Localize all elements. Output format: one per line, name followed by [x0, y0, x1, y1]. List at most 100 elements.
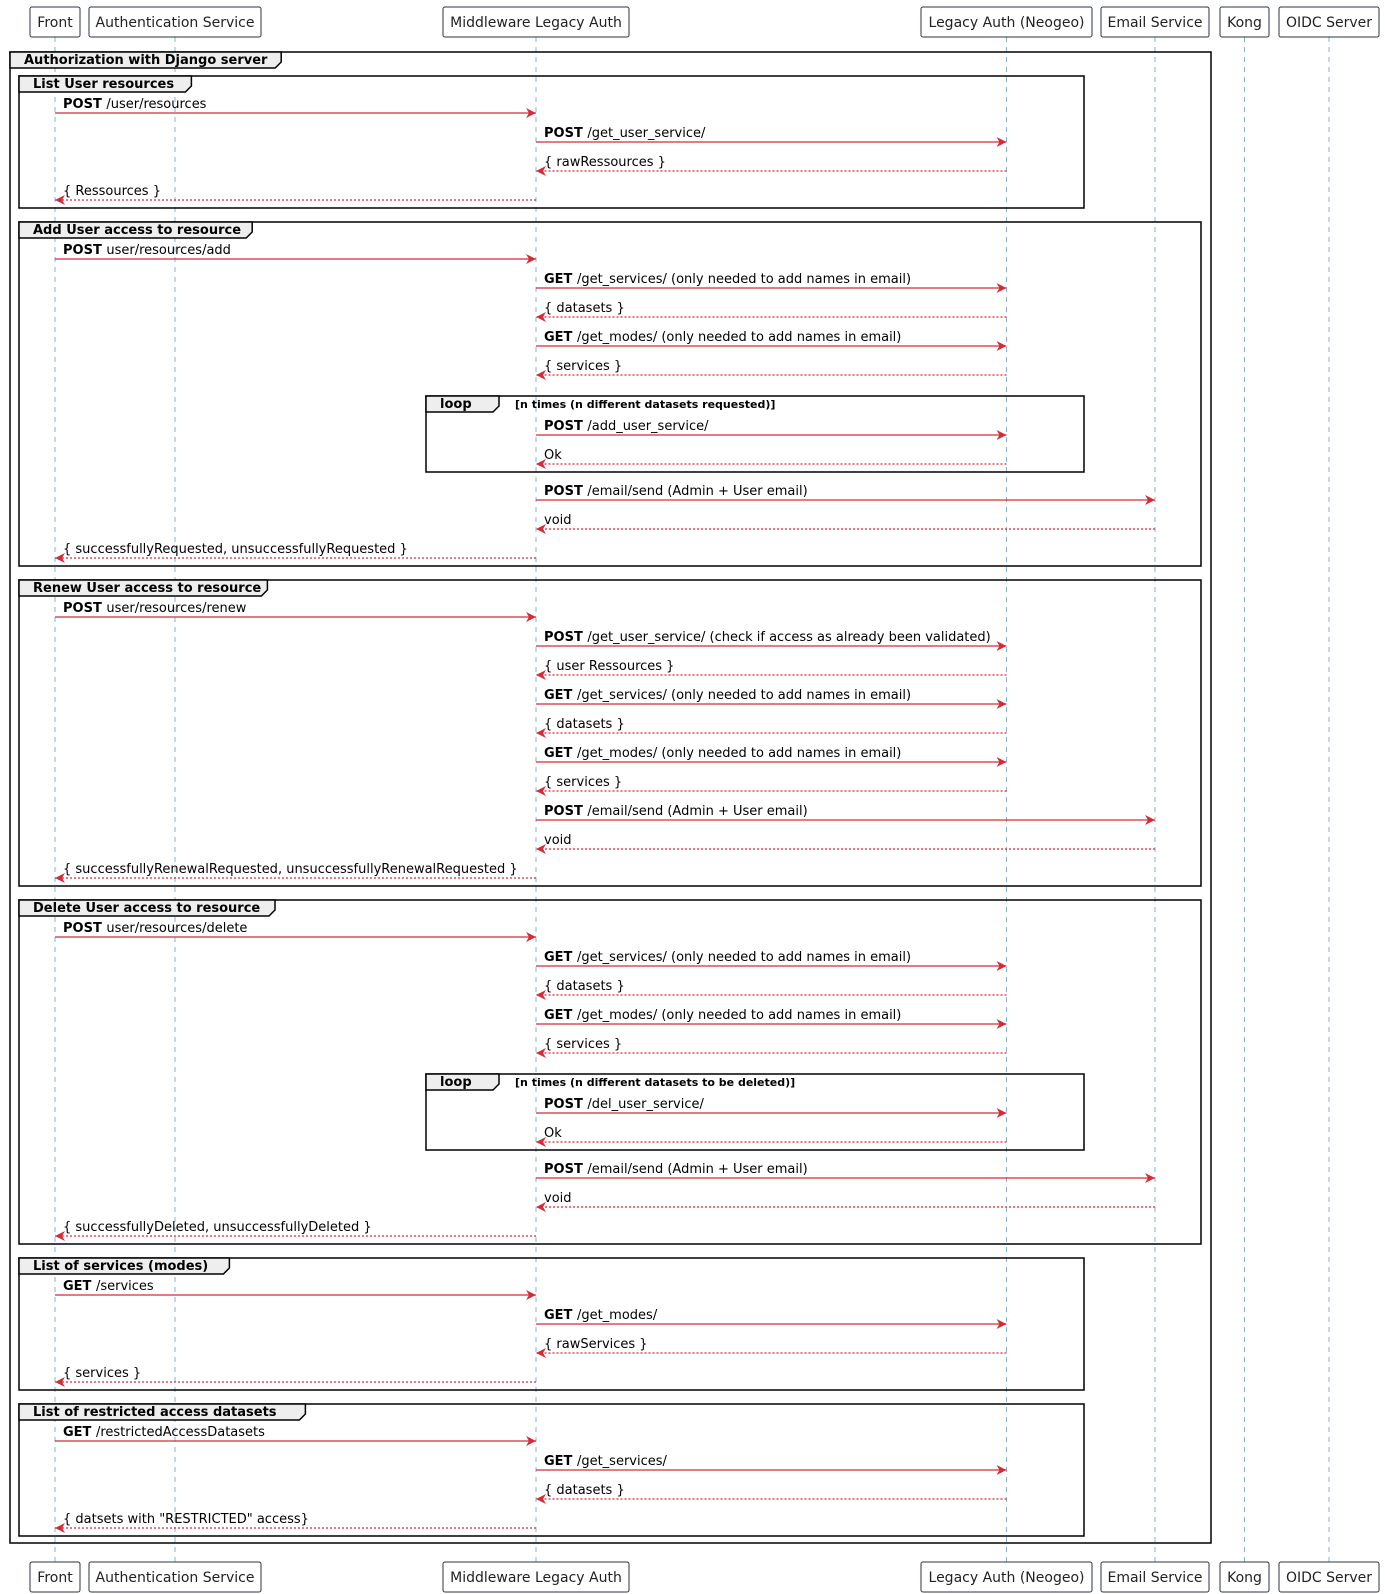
- message-text: /restrictedAccessDatasets: [96, 1425, 265, 1440]
- call-message: GET /get_services/ (only needed to add n…: [536, 950, 1007, 971]
- return-message: { datasets }: [536, 979, 1007, 1000]
- message-label: POST /email/send (Admin + User email): [544, 484, 808, 499]
- message-label: { rawServices }: [544, 1337, 648, 1352]
- http-verb: POST: [544, 1097, 587, 1112]
- message-text: /get_services/ (only needed to add names…: [577, 688, 911, 703]
- participants-bottom: Front Authentication Service Middleware Le…: [29, 1561, 1380, 1593]
- participant-label: Middleware Legacy Auth: [450, 1570, 622, 1586]
- message-label: Ok: [544, 1126, 562, 1141]
- http-verb: GET: [544, 688, 577, 703]
- return-message: { rawServices }: [536, 1337, 1007, 1358]
- participant-box: Authentication Service: [88, 1561, 262, 1593]
- http-verb: POST: [63, 243, 106, 258]
- message-text: { datasets }: [544, 979, 625, 994]
- message-text: user/resources/renew: [106, 601, 246, 616]
- call-message: POST /user/resources: [55, 97, 536, 118]
- http-verb: POST: [63, 97, 106, 112]
- message-text: /get_services/ (only needed to add names…: [577, 950, 911, 965]
- participant-label: Kong: [1227, 15, 1262, 31]
- call-message: GET /get_services/ (only needed to add n…: [536, 272, 1007, 293]
- message-text: { user Ressources }: [544, 659, 674, 674]
- participant-box: Authentication Service: [88, 6, 262, 38]
- participant-box: Legacy Auth (Neogeo): [920, 1561, 1093, 1593]
- participant-label: Front: [37, 1570, 73, 1586]
- message-label: GET /restrictedAccessDatasets: [63, 1425, 265, 1440]
- participant-label: Email Service: [1107, 15, 1202, 31]
- call-message: GET /get_modes/ (only needed to add name…: [536, 330, 1007, 351]
- participant-box: Kong: [1219, 1561, 1270, 1593]
- message-text: user/resources/add: [106, 243, 231, 258]
- message-label: POST /email/send (Admin + User email): [544, 1162, 808, 1177]
- message-text: /get_modes/ (only needed to add names in…: [577, 330, 901, 345]
- return-message: { successfullyDeleted, unsuccessfullyDel…: [55, 1220, 536, 1241]
- message-text: /email/send (Admin + User email): [587, 804, 807, 819]
- message-text: { successfullyRequested, unsuccessfullyR…: [63, 542, 408, 557]
- participant-box: Kong: [1219, 6, 1270, 38]
- message-text: { services }: [544, 775, 622, 790]
- group-frame: Add User access to resource: [18, 221, 1202, 567]
- return-message: { rawRessources }: [536, 155, 1007, 176]
- return-message: { services }: [55, 1366, 536, 1387]
- call-message: POST /get_user_service/: [536, 126, 1007, 147]
- message-label: POST /add_user_service/: [544, 419, 709, 434]
- return-message: { successfullyRequested, unsuccessfullyR…: [55, 542, 536, 563]
- return-message: { services }: [536, 1037, 1007, 1058]
- participant-label: OIDC Server: [1286, 15, 1372, 31]
- http-verb: POST: [63, 921, 106, 936]
- message-text: /services: [96, 1279, 154, 1294]
- call-message: GET /get_services/ (only needed to add n…: [536, 688, 1007, 709]
- participant-label: Authentication Service: [96, 15, 255, 31]
- message-text: /get_services/: [577, 1454, 668, 1469]
- message-label: { datasets }: [544, 979, 625, 994]
- message-text: /get_modes/: [577, 1308, 658, 1323]
- http-verb: POST: [544, 804, 587, 819]
- http-verb: GET: [544, 272, 577, 287]
- message-label: POST /get_user_service/ (check if access…: [544, 630, 991, 645]
- message-text: { services }: [544, 359, 622, 374]
- loop-frame: loop [n times (n different datasets to be…: [425, 1073, 1085, 1151]
- message-text: /get_modes/ (only needed to add names in…: [577, 746, 901, 761]
- message-label: GET /get_services/: [544, 1454, 668, 1469]
- message-text: { datasets }: [544, 301, 625, 316]
- message-label: GET /get_modes/ (only needed to add name…: [544, 746, 901, 761]
- message-text: { datsets with "RESTRICTED" access}: [63, 1512, 309, 1527]
- message-label: void: [544, 1191, 572, 1206]
- message-label: Ok: [544, 448, 562, 463]
- call-message: POST /email/send (Admin + User email): [536, 484, 1155, 505]
- message-text: { datasets }: [544, 1483, 625, 1498]
- message-label: { successfullyRenewalRequested, unsucces…: [63, 862, 518, 877]
- message-label: GET /get_modes/: [544, 1308, 658, 1323]
- message-text: /get_user_service/ (check if access as a…: [587, 630, 990, 645]
- message-label: { successfullyDeleted, unsuccessfullyDel…: [63, 1220, 372, 1235]
- return-message: { datasets }: [536, 301, 1007, 322]
- call-message: POST /email/send (Admin + User email): [536, 804, 1155, 825]
- message-label: GET /get_services/ (only needed to add n…: [544, 272, 911, 287]
- participant-label: Front: [37, 15, 73, 31]
- message-label: void: [544, 513, 572, 528]
- return-message: Ok: [536, 1126, 1007, 1147]
- participant-box: Middleware Legacy Auth: [442, 1561, 630, 1593]
- return-message: Ok: [536, 448, 1007, 469]
- participant-label: Kong: [1227, 1570, 1262, 1586]
- message-text: { services }: [63, 1366, 141, 1381]
- message-text: { Ressources }: [63, 184, 161, 199]
- participant-box: Legacy Auth (Neogeo): [920, 6, 1093, 38]
- return-message: { Ressources }: [55, 184, 536, 205]
- participant-label: Email Service: [1107, 1570, 1202, 1586]
- participant-box: Front: [29, 6, 81, 38]
- call-message: GET /get_modes/ (only needed to add name…: [536, 1008, 1007, 1029]
- call-message: GET /restrictedAccessDatasets: [55, 1425, 536, 1446]
- http-verb: GET: [544, 330, 577, 345]
- call-message: GET /get_modes/: [536, 1308, 1007, 1329]
- participant-box: Middleware Legacy Auth: [442, 6, 630, 38]
- return-message: { successfullyRenewalRequested, unsucces…: [55, 862, 536, 883]
- return-message: void: [536, 513, 1155, 534]
- loop-condition: [n times (n different datasets to be del…: [515, 1076, 795, 1089]
- participant-label: Middleware Legacy Auth: [450, 15, 622, 31]
- group-frame: Renew User access to resource: [18, 579, 1202, 887]
- return-message: { user Ressources }: [536, 659, 1007, 680]
- http-verb: GET: [544, 1454, 577, 1469]
- message-text: Ok: [544, 448, 562, 463]
